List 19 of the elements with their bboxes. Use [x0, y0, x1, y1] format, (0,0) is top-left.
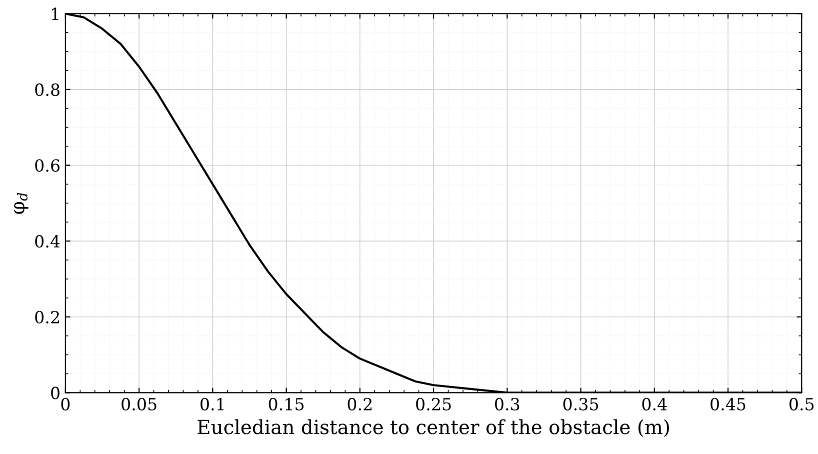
x-tick-label: 0.1 — [200, 398, 224, 410]
x-tick-label: 0.3 — [495, 398, 520, 410]
y-tick-label: 0 — [51, 386, 60, 400]
x-tick-label: 0.45 — [710, 398, 746, 410]
x-tick-label: 0 — [61, 398, 70, 410]
x-axis-title: Eucledian distance to center of the obstacle (m) — [198, 419, 669, 438]
x-tick-label: 0.2 — [348, 398, 372, 410]
x-tick-label: 0.4 — [642, 398, 667, 410]
y-tick-label: 0.4 — [35, 235, 60, 248]
x-tick-label: 0.25 — [416, 398, 451, 410]
y-tick-label: 0.6 — [35, 159, 60, 172]
x-tick-label: 0.15 — [268, 398, 304, 410]
x-tick-label: 0.05 — [122, 398, 156, 410]
y-tick-label: 1 — [52, 8, 58, 20]
y-tick-label: 0.2 — [35, 310, 59, 324]
y-tick-label: 0.8 — [35, 83, 60, 96]
y-axis-title: φ$_{d}$ — [14, 192, 28, 214]
x-tick-label: 0.5 — [789, 398, 814, 410]
x-tick-label: 0.35 — [563, 398, 598, 410]
